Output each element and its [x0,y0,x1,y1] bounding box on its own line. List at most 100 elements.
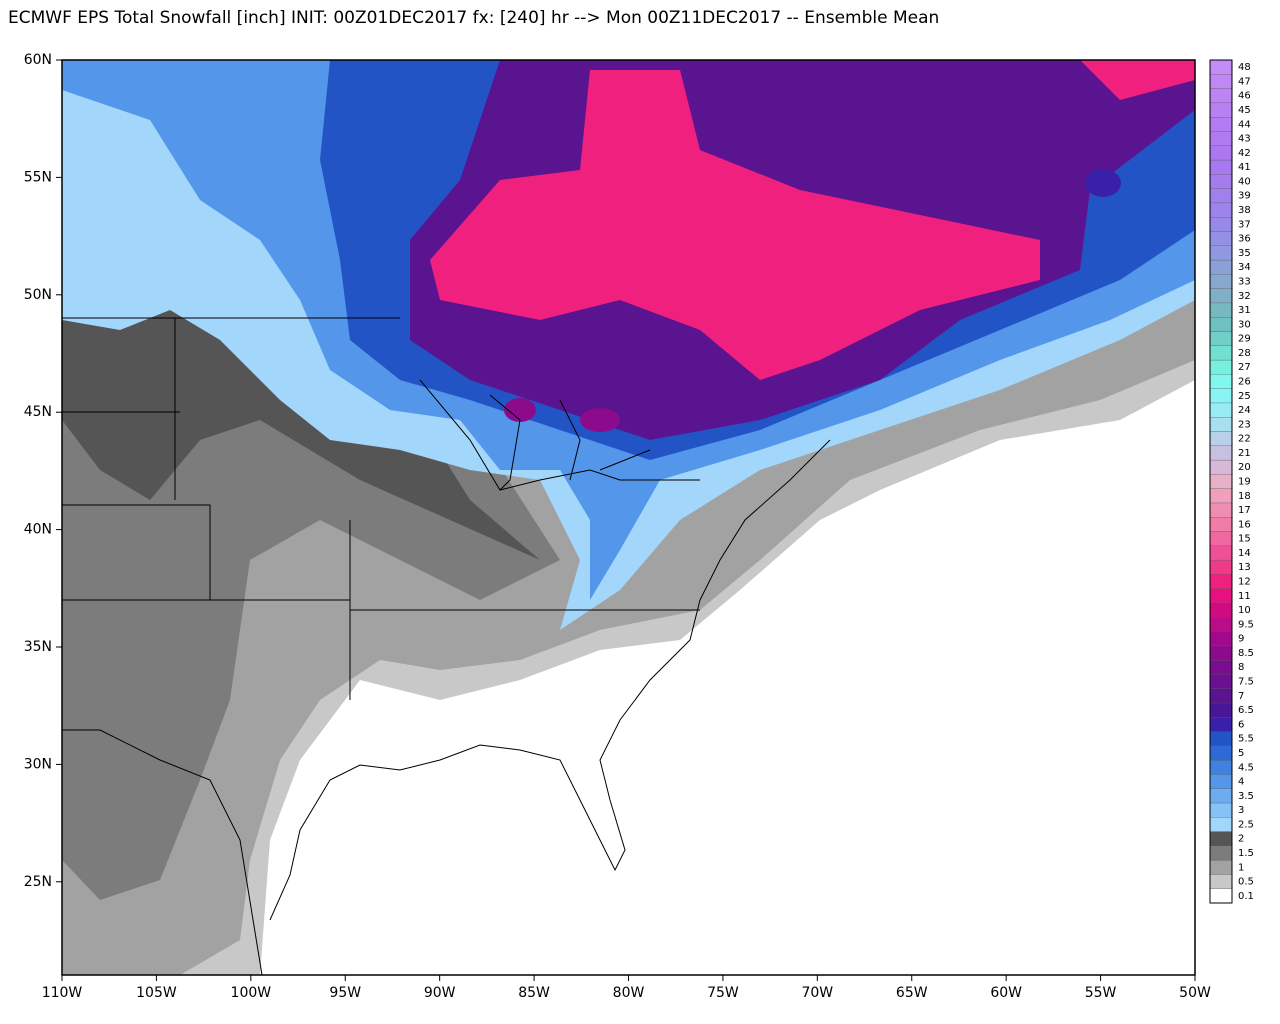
colorbar-swatch [1209,74,1233,89]
colorbar-label: 11 [1238,591,1251,602]
colorbar-label: 30 [1238,319,1251,330]
colorbar-label: 19 [1238,477,1251,488]
colorbar-swatch [1209,802,1233,818]
colorbar-label: 18 [1238,491,1251,502]
colorbar-swatch [1209,731,1233,746]
colorbar-swatch [1209,245,1233,261]
colorbar-label: 33 [1238,276,1251,287]
colorbar-label: 44 [1238,119,1251,130]
colorbar-swatch [1209,259,1233,275]
colorbar-label: 6 [1238,719,1244,730]
colorbar-swatch [1209,545,1233,561]
colorbar-label: 1 [1238,862,1244,873]
colorbar-swatch [1209,302,1233,318]
lon-label: 70W [801,985,833,1001]
colorbar-label: 20 [1238,462,1251,473]
lat-label: 50N [24,287,52,303]
lon-label: 80W [613,985,645,1001]
colorbar-swatch [1209,217,1233,232]
colorbar-swatch [1209,745,1233,761]
colorbar-label: 8 [1238,662,1244,673]
colorbar-label: 6.5 [1238,705,1254,716]
colorbar-label: 37 [1238,219,1251,230]
colorbar-label: 5.5 [1238,734,1254,745]
lon-label: 100W [231,985,272,1001]
colorbar-swatch [1209,574,1233,589]
colorbar-swatch [1209,145,1233,161]
colorbar-label: 0.5 [1238,877,1254,888]
colorbar-label: 8.5 [1238,648,1254,659]
colorbar-swatch [1209,288,1233,304]
colorbar-swatch [1209,817,1233,832]
colorbar-swatch [1209,502,1233,518]
colorbar-swatch [1209,88,1233,104]
colorbar-label: 15 [1238,534,1251,545]
colorbar-label: 28 [1238,348,1251,359]
lat-label: 45N [24,404,52,420]
colorbar-label: 48 [1238,62,1251,73]
colorbar-swatch [1209,888,1233,904]
colorbar-label: 3 [1238,805,1244,816]
colorbar-swatch [1209,359,1233,375]
colorbar-label: 39 [1238,191,1251,202]
colorbar-label: 2 [1238,834,1244,845]
colorbar-swatch [1209,317,1233,332]
colorbar-swatch [1209,617,1233,632]
colorbar-swatch [1209,831,1233,846]
colorbar-swatch [1209,231,1233,246]
colorbar-label: 12 [1238,577,1251,588]
colorbar-label: 45 [1238,105,1251,116]
colorbar-label: 16 [1238,519,1251,530]
colorbar-swatch [1209,102,1233,118]
colorbar-label: 1.5 [1238,848,1254,859]
colorbar-label: 3.5 [1238,791,1254,802]
colorbar: 0.1 0.5 1 1.5 2 2.5 3 3.5 4 4.5 5 5.5 6 6.5 7 7.5 8 8.5 9 9… [1209,59,1254,904]
lat-label: 30N [24,756,52,772]
lon-label: 85W [518,985,550,1001]
lon-label: 60W [990,985,1022,1001]
lon-label: 90W [424,985,456,1001]
colorbar-swatch [1209,588,1233,604]
colorbar-swatch [1209,645,1233,661]
colorbar-swatch [1209,845,1233,861]
colorbar-swatch [1209,388,1233,404]
colorbar-label: 42 [1238,148,1251,159]
colorbar-swatch [1209,517,1233,532]
colorbar-label: 32 [1238,291,1251,302]
colorbar-swatch [1209,774,1233,789]
lat-label: 40N [24,522,52,538]
colorbar-swatch [1209,445,1233,461]
colorbar-label: 9.5 [1238,619,1254,630]
colorbar-swatch [1209,174,1233,189]
colorbar-label: 46 [1238,91,1251,102]
colorbar-swatch [1209,631,1233,646]
colorbar-frame [1209,59,1233,904]
colorbar-swatch [1209,117,1233,132]
lon-label: 105W [136,985,177,1001]
colorbar-label: 41 [1238,162,1251,173]
title: ECMWF EPS Total Snowfall [inch] INIT: 00… [8,8,939,28]
colorbar-swatch [1209,559,1233,575]
colorbar-swatch [1209,788,1233,804]
colorbar-label: 24 [1238,405,1251,416]
colorbar-swatch [1209,674,1233,689]
colorbar-swatch [1209,602,1233,618]
colorbar-label: 36 [1238,234,1251,245]
colorbar-swatch [1209,688,1233,704]
colorbar-label: 23 [1238,419,1251,430]
colorbar-label: 4.5 [1238,762,1254,773]
colorbar-label: 4 [1238,777,1244,788]
colorbar-label: 7 [1238,691,1244,702]
colorbar-label: 21 [1238,448,1251,459]
lat-label: 25N [24,874,52,890]
colorbar-swatch [1209,431,1233,446]
map-field [62,60,1195,975]
lat-label: 60N [24,52,52,68]
lat-axis: 60N 55N 50N 45N 40N 35N 30N 25N [24,52,62,890]
lat-label: 35N [24,639,52,655]
colorbar-swatch [1209,874,1233,889]
colorbar-label: 38 [1238,205,1251,216]
colorbar-label: 7.5 [1238,677,1254,688]
colorbar-swatch [1209,345,1233,361]
